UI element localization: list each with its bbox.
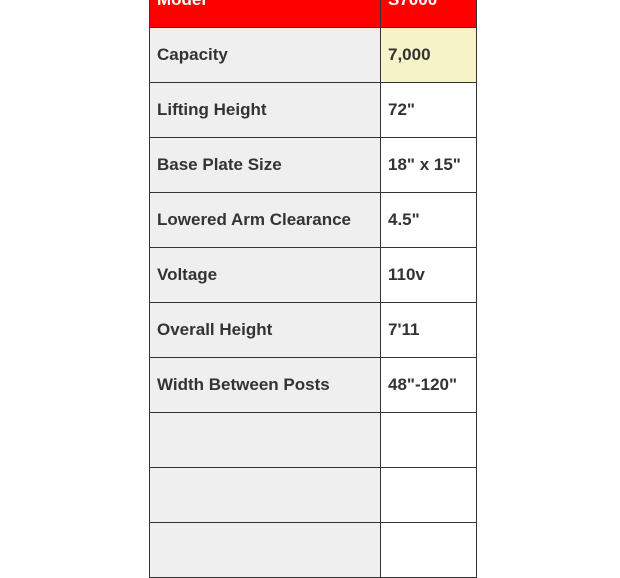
spec-value (380, 412, 477, 468)
table-row (149, 412, 477, 468)
spec-label: Voltage (149, 247, 381, 303)
table-row: Lowered Arm Clearance 4.5" (149, 192, 477, 248)
spec-label (149, 412, 381, 468)
spec-value: 110v (380, 247, 477, 303)
spec-value: 72" (380, 82, 477, 138)
spec-value: 4.5" (380, 192, 477, 248)
header-label: Model (149, 0, 381, 28)
table-row: Overall Height 7'11 (149, 302, 477, 358)
table-row (149, 522, 477, 578)
table-header-row: Model S7000 (149, 0, 477, 28)
spec-label: Lifting Height (149, 82, 381, 138)
spec-value: 18" x 15" (380, 137, 477, 193)
spec-label: Overall Height (149, 302, 381, 358)
spec-value: 7'11 (380, 302, 477, 358)
header-value: S7000 (380, 0, 477, 28)
table-row: Base Plate Size 18" x 15" (149, 137, 477, 193)
spec-value: 7,000 (380, 27, 477, 83)
table-row: Voltage 110v (149, 247, 477, 303)
spec-label: Base Plate Size (149, 137, 381, 193)
table-row: Lifting Height 72" (149, 82, 477, 138)
spec-value (380, 467, 477, 523)
table-row: Width Between Posts 48"-120" (149, 357, 477, 413)
spec-label (149, 467, 381, 523)
table-row (149, 467, 477, 523)
spec-label (149, 522, 381, 578)
spec-label: Lowered Arm Clearance (149, 192, 381, 248)
spec-value: 48"-120" (380, 357, 477, 413)
spec-label: Width Between Posts (149, 357, 381, 413)
spec-value (380, 522, 477, 578)
table-row: Capacity 7,000 (149, 27, 477, 83)
spec-label: Capacity (149, 27, 381, 83)
